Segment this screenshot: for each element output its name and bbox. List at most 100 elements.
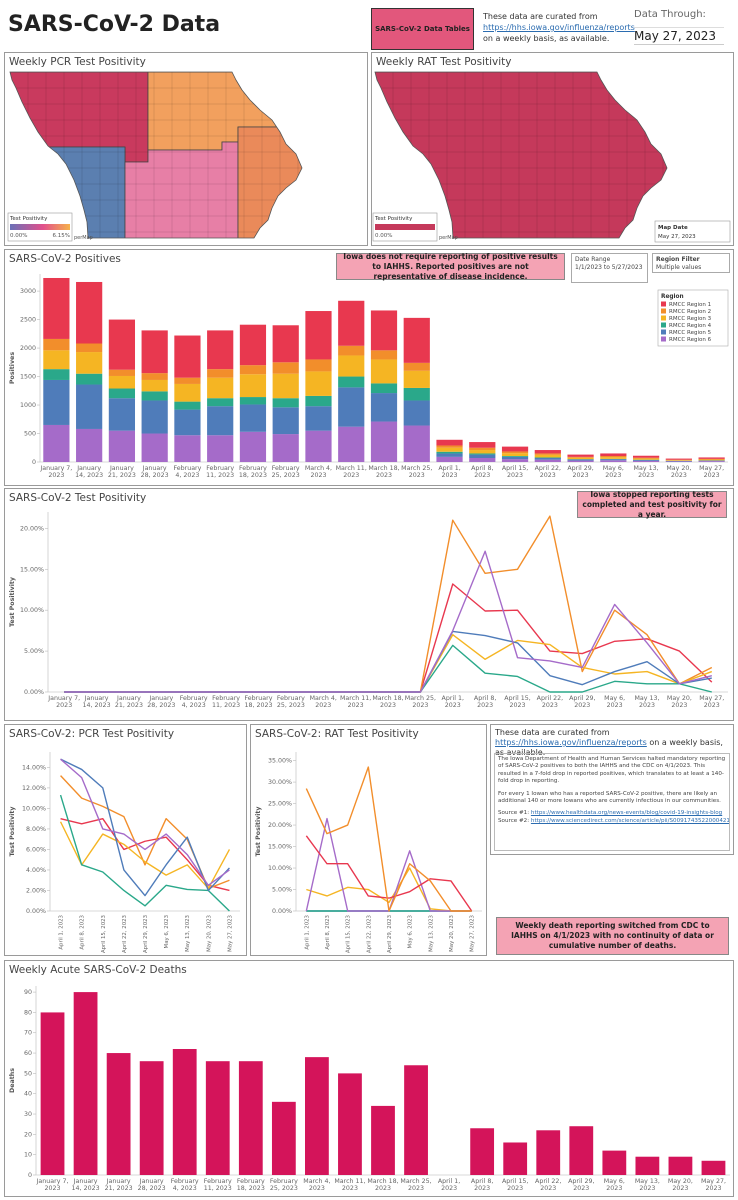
date-range-filter[interactable]: Date Range 1/1/2023 to 5/27/2023 (571, 253, 648, 283)
bar-segment (436, 456, 463, 462)
info-panel: These data are curated from https://hhs.… (490, 724, 734, 855)
legend-swatch (661, 308, 666, 314)
data-through-date: May 27, 2023 (634, 27, 724, 45)
bar-segment (698, 459, 725, 461)
y-tick-label: 0 (28, 1172, 32, 1179)
source-link[interactable]: https://www.healthdata.org/news-events/b… (530, 810, 723, 817)
series-line (305, 766, 472, 912)
bar-segment (272, 407, 299, 435)
y-axis-title: Deaths (9, 1068, 16, 1093)
x-tick-label: April 15, 2023 (501, 1178, 529, 1193)
bar (139, 1061, 164, 1175)
bar-segment (43, 424, 70, 462)
bar-segment (76, 384, 103, 429)
x-tick-label: February 11, 2023 (203, 1178, 232, 1193)
bar-segment (698, 457, 725, 459)
source-link[interactable]: https://www.sciencedirect.com/science/ar… (530, 817, 730, 824)
y-tick-label: 14.00% (22, 764, 46, 771)
y-tick-label: 90 (24, 989, 32, 996)
x-tick-label: April 8, 2023 (473, 695, 497, 710)
bar (668, 1156, 693, 1175)
x-tick-label: March 25, 2023 (400, 1178, 432, 1193)
bar-segment (370, 350, 398, 360)
chart-panel: Weekly Acute SARS-CoV-2 Deaths (4, 960, 734, 1197)
x-tick-label: May 6, 2023 (603, 1178, 625, 1193)
map-panel: Weekly PCR Test Positivity (4, 52, 368, 246)
data-tables-button[interactable]: SARS-CoV-2 Data Tables (371, 8, 474, 50)
x-tick-label: January 21, 2023 (114, 695, 143, 710)
y-tick-label: 10.00% (22, 805, 46, 812)
bar-segment (141, 391, 168, 401)
x-tick-label: February 18, 2023 (238, 465, 267, 480)
x-tick-label: April 22, 2023 (534, 465, 561, 480)
bar-segment (108, 388, 136, 399)
bar-segment (272, 434, 299, 462)
bar-segment (207, 377, 234, 399)
bar-segment (600, 456, 627, 458)
x-tick-label: March 25, 2023 (404, 695, 436, 710)
bar-segment (239, 397, 267, 405)
x-tick-label: March 25, 2023 (401, 465, 433, 480)
bar-segment (76, 352, 103, 374)
bar-segment (567, 460, 594, 462)
iowa-map (375, 72, 667, 238)
chart-panel: SARS-CoV-2: PCR Test Positivity (4, 724, 247, 956)
bar-segment (370, 359, 398, 384)
bar-segment (501, 451, 529, 454)
x-tick-label: May 13, 2023 (634, 1178, 660, 1193)
x-tick-label: January 7, 2023 (36, 1178, 69, 1193)
series-line (305, 835, 473, 912)
source-line: Source #1: https://www.healthdata.org/ne… (498, 810, 726, 817)
bar-segment (239, 365, 267, 375)
y-tick-label: 20.00% (268, 822, 292, 829)
bar (73, 992, 98, 1175)
legend-swatch (661, 322, 666, 328)
y-tick-label: 80 (24, 1009, 32, 1016)
bar (238, 1061, 263, 1175)
bar-segment (43, 369, 70, 380)
bar-segment (174, 401, 201, 410)
bar-segment (469, 453, 496, 455)
bar-segment (600, 457, 627, 459)
y-tick-label: 10.00% (20, 607, 44, 614)
reports-link[interactable]: https://hhs.iowa.gov/influenza/reports (495, 738, 647, 747)
bar-segment (600, 459, 627, 461)
x-tick-label: May 20, 2023 (666, 695, 692, 710)
map-date-box (654, 220, 731, 243)
bar-segment (501, 459, 529, 462)
x-tick-label: April 29, 2023 (568, 1178, 595, 1193)
bar-segment (239, 374, 267, 398)
x-tick-label: March 4, 2023 (304, 465, 333, 480)
bar-segment (403, 400, 430, 426)
legend-label: RMCC Region 3 (669, 316, 712, 322)
reports-link[interactable]: https://hhs.iowa.gov/influenza/reports (483, 23, 635, 32)
y-tick-label: 10.00% (268, 865, 292, 872)
bar (602, 1150, 627, 1175)
legend-swatch (661, 315, 666, 321)
source-label: Source #2: (498, 817, 530, 824)
region-filter[interactable]: Region Filter Multiple values (652, 253, 730, 273)
x-tick-label: March 11, 2023 (335, 465, 367, 480)
page-title: SARS-CoV-2 Data (8, 12, 221, 37)
x-tick-label: February 18, 2023 (244, 695, 273, 710)
map-date-label: Map Date (658, 225, 688, 231)
bar (635, 1156, 660, 1175)
y-tick-label: 10 (24, 1152, 32, 1159)
bar-segment (305, 359, 332, 372)
y-tick-label: 35.00% (268, 758, 292, 765)
y-tick-label: 8.00% (26, 826, 46, 833)
bar-segment (403, 387, 430, 401)
x-tick-label: February 4, 2023 (173, 465, 202, 480)
legend-swatch (661, 301, 666, 307)
intro-text: These data are curated from (483, 12, 598, 21)
y-tick-label: 60 (24, 1050, 32, 1057)
bar-segment (600, 460, 627, 462)
bar-segment (108, 369, 136, 376)
filter-value: Multiple values (656, 264, 702, 271)
filter-label: Region Filter (656, 256, 700, 263)
chart-title: SARS-CoV-2 Test Positivity (9, 492, 147, 504)
y-tick-label: 15.00% (20, 566, 44, 573)
map-date: May 27, 2023 (658, 234, 696, 240)
y-tick-label: 6.00% (26, 846, 46, 853)
